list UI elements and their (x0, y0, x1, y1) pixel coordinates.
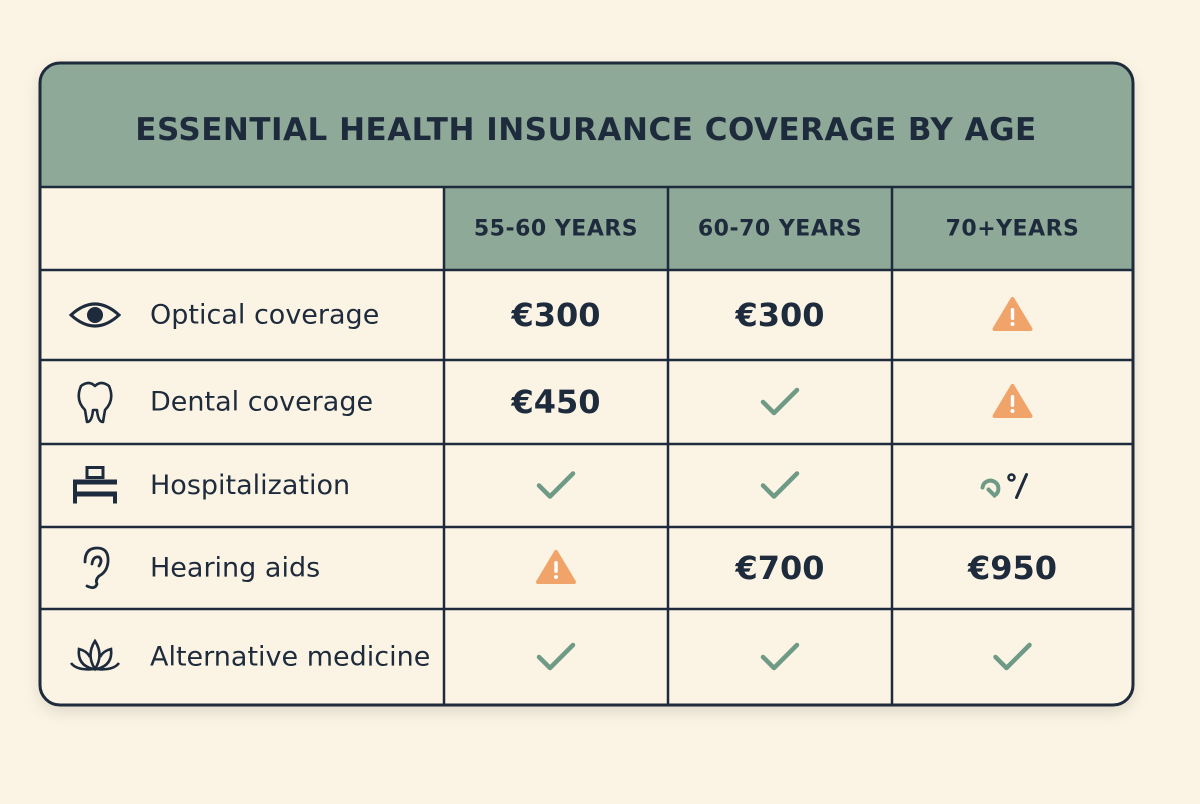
lotus-right (96, 647, 113, 671)
bed-leg-left (73, 479, 77, 504)
table-row: Hearing aids €700 €950 (83, 546, 1057, 589)
column-header: 55-60 YEARS (474, 217, 638, 242)
tooth-icon (77, 381, 113, 424)
warning-dot (554, 575, 558, 579)
warning-mark (554, 561, 558, 573)
table-row: Hospitalization (73, 466, 1028, 504)
warning-dot (1010, 322, 1015, 326)
row-label: Optical coverage (150, 300, 379, 331)
title-band (40, 63, 1133, 187)
check-icon (760, 471, 800, 499)
check-icon (760, 387, 800, 416)
warning-mark (1010, 308, 1015, 320)
coverage-amount: €300 (734, 296, 824, 334)
check-icon (993, 642, 1032, 671)
column-header: 60-70 YEARS (698, 217, 862, 242)
table-row: Alternative medicine (69, 638, 1032, 673)
ear-icon (83, 546, 110, 589)
coverage-amount: €950 (967, 549, 1057, 587)
eye-outline (68, 302, 122, 328)
coverage-amount: €450 (510, 383, 600, 421)
table-row: Optical coverage €300 €300 (68, 296, 1033, 334)
check-icon (536, 471, 576, 499)
partial-dot (1007, 473, 1016, 482)
header-band (444, 187, 1133, 270)
lotus-base (69, 662, 121, 671)
check-icon (760, 642, 800, 671)
lotus-left (77, 647, 94, 671)
row-label: Alternative medicine (150, 642, 430, 673)
check-icon (536, 642, 576, 671)
eye-pupil (87, 307, 103, 323)
card-border (38, 61, 1135, 707)
table (40, 63, 1133, 705)
bed-base (73, 491, 117, 497)
row-label: Dental coverage (150, 387, 373, 418)
coverage-amount: €700 (734, 549, 824, 587)
row-label: Hospitalization (150, 470, 350, 501)
bed-leg-right (113, 491, 117, 504)
warning-dot (1010, 409, 1015, 413)
partial-icon (980, 478, 1001, 499)
partial-slash (1015, 473, 1028, 499)
lotus-center (89, 638, 101, 672)
bed-pillow (85, 466, 105, 479)
coverage-amount: €300 (510, 296, 600, 334)
row-label: Hearing aids (150, 553, 320, 584)
column-header: 70+YEARS (946, 217, 1080, 242)
table-row: Dental coverage €450 (77, 381, 1033, 424)
warning-mark (1010, 395, 1015, 407)
bed-top (73, 479, 117, 485)
title: ESSENTIAL HEALTH INSURANCE COVERAGE BY A… (135, 112, 1036, 148)
